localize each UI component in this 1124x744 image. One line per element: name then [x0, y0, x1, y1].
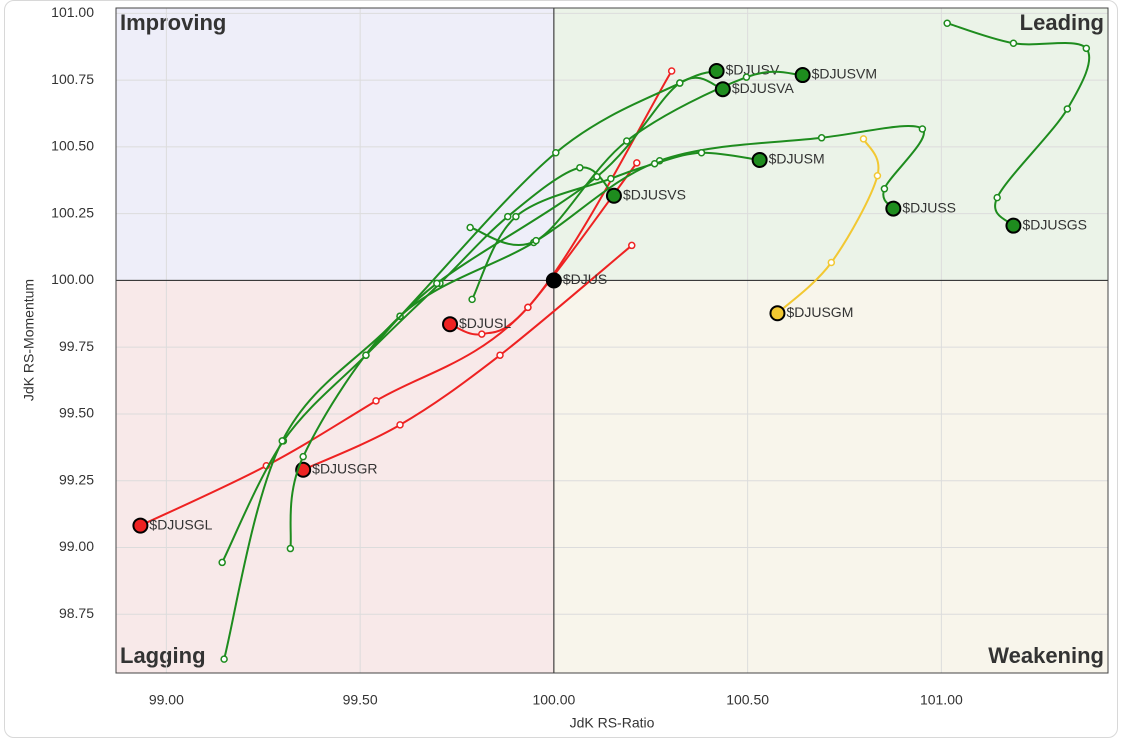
x-tick-label: 100.00: [532, 692, 575, 708]
tail-point: [552, 149, 560, 157]
quadrant-label: Weakening: [988, 643, 1104, 668]
tail-point: [667, 67, 676, 75]
tail-point: [827, 258, 836, 267]
head-point: [769, 305, 786, 322]
y-tick-label: 100.50: [51, 138, 94, 154]
tail-point: [873, 171, 882, 180]
tail-point: [622, 137, 631, 145]
tail-point: [943, 19, 951, 27]
tail-point: [218, 558, 226, 567]
head-point: [1005, 217, 1022, 234]
y-tick-label: 100.75: [51, 71, 94, 87]
tail-point: [628, 241, 636, 250]
y-axis-label: JdK RS-Momentum: [21, 279, 37, 401]
tail-point: [817, 134, 826, 142]
head-point: [714, 81, 731, 98]
tail-point: [593, 173, 601, 181]
head-point: [751, 151, 768, 168]
quadrant-label: Improving: [120, 10, 226, 35]
series-label: $DJUSL: [459, 315, 511, 331]
y-tick-label: 99.25: [59, 471, 94, 487]
tail: [776, 138, 880, 314]
tail-point: [576, 163, 584, 172]
series-label: $DJUS: [563, 271, 607, 287]
head-point: [605, 187, 622, 204]
plot-frame: [115, 7, 1109, 674]
tail-point: [396, 421, 404, 429]
tail: [139, 70, 673, 527]
x-tick-label: 99.50: [343, 692, 378, 708]
series-label: $DJUSGM: [786, 304, 853, 320]
tail-point: [433, 279, 441, 288]
series-label: $DJUSVA: [732, 80, 795, 96]
y-tick-label: 99.00: [59, 538, 94, 554]
tail-point: [362, 351, 370, 359]
quadrant-label: Lagging: [120, 643, 206, 668]
tail-point: [607, 174, 615, 183]
head-point: [794, 67, 811, 84]
tail-point: [468, 295, 476, 304]
head-point: [885, 200, 902, 217]
tail-point: [466, 223, 474, 232]
tail-point: [1063, 105, 1072, 113]
x-axis-label: JdK RS-Ratio: [570, 715, 655, 731]
tail-point: [697, 149, 706, 157]
tail: [289, 125, 925, 549]
tail-point: [372, 397, 380, 405]
tail-point: [859, 135, 868, 143]
head-point: [442, 316, 459, 333]
quadrant: [553, 8, 1108, 281]
tail-point: [633, 159, 641, 167]
series-label: $DJUSV: [726, 62, 780, 78]
head-point: [708, 63, 725, 80]
quadrant-label: Leading: [1020, 10, 1104, 35]
x-tick-label: 99.00: [149, 692, 184, 708]
y-tick-label: 99.50: [59, 405, 94, 421]
tail-point: [532, 236, 540, 245]
head-point: [545, 272, 562, 289]
tail-point: [512, 212, 520, 221]
tail-point: [496, 351, 504, 359]
tail: [223, 70, 717, 660]
series-label: $DJUSVS: [623, 186, 686, 202]
tail-point: [286, 544, 295, 553]
tail-point: [504, 212, 512, 221]
tail-point: [1082, 44, 1091, 53]
tail-point: [676, 79, 684, 87]
tail-point: [478, 330, 486, 338]
tail-point: [299, 452, 307, 461]
y-tick-label: 98.75: [59, 605, 94, 621]
head-point: [132, 517, 149, 534]
tail-point: [1009, 39, 1018, 48]
y-tick-label: 100.25: [51, 204, 94, 220]
x-tick-label: 100.50: [726, 692, 769, 708]
tail-point: [918, 125, 927, 133]
tail-point: [880, 185, 889, 193]
card: [4, 0, 1118, 738]
y-tick-label: 100.00: [51, 271, 94, 287]
tail-point: [278, 437, 286, 445]
series-label: $DJUSGR: [312, 460, 377, 476]
tail-point: [524, 303, 532, 312]
tail: [449, 162, 638, 336]
tail-point: [220, 655, 228, 663]
tail-point: [650, 159, 659, 168]
y-tick-label: 99.75: [59, 338, 94, 354]
quadrant: [116, 8, 554, 281]
quadrant: [116, 280, 554, 673]
x-tick-label: 101.00: [920, 692, 963, 708]
y-tick-label: 101.00: [51, 4, 94, 20]
quadrant: [553, 280, 1108, 673]
tail-point: [993, 193, 1001, 202]
tail-point: [742, 73, 751, 81]
series-label: $DJUSGL: [149, 516, 212, 532]
series-label: $DJUSM: [769, 151, 825, 167]
series-label: $DJUSVM: [812, 66, 877, 82]
tail: [302, 244, 633, 471]
series-label: $DJUSGS: [1022, 216, 1087, 232]
series-label: $DJUSS: [902, 199, 956, 215]
